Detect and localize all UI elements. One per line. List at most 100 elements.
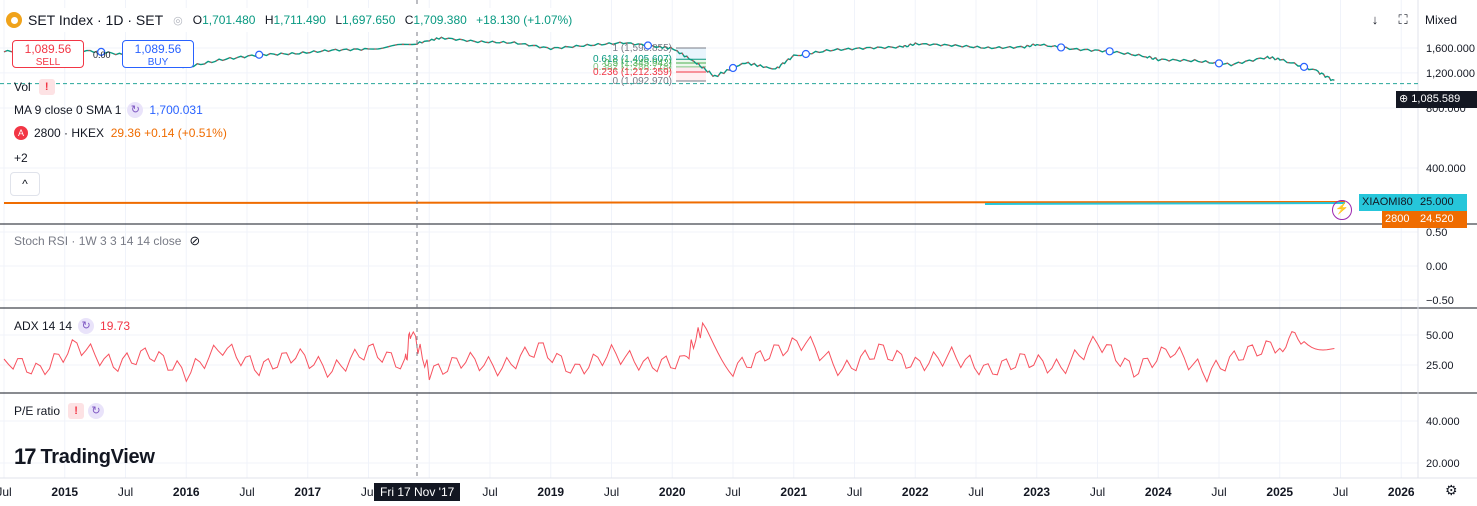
xiaomi-label-tag: XIAOMI80: [1359, 194, 1417, 211]
warning-icon[interactable]: !: [68, 403, 85, 419]
time-tick-label: 2015: [51, 485, 78, 499]
compare-series: [3, 201, 1346, 205]
time-tick-label: 2017: [294, 485, 321, 499]
spread-value: 0.00: [93, 50, 111, 60]
gear-icon[interactable]: ⚙: [1445, 482, 1458, 498]
time-tick-label: Jul: [361, 485, 376, 499]
ma-marker: [255, 50, 264, 59]
time-tick-label: 2022: [902, 485, 929, 499]
price-line-up: [3, 36, 1335, 82]
stoch-tick-label: 0.00: [1426, 261, 1447, 273]
scale-mode-button[interactable]: Mixed: [1425, 13, 1458, 27]
ma-marker: [1056, 43, 1066, 52]
volume-legend[interactable]: Vol!: [14, 79, 55, 95]
fib-zone: [676, 66, 706, 73]
refresh-icon[interactable]: ↻: [88, 403, 105, 419]
ma-marker: [1105, 47, 1114, 56]
grid-lines: [0, 0, 1418, 478]
price-tick-label: 1,600.000: [1426, 43, 1475, 55]
pane-dividers: [0, 0, 1477, 479]
ma-marker: [728, 63, 738, 73]
time-tick-label: 2023: [1023, 485, 1050, 499]
eye-slash-icon[interactable]: ⊘: [189, 233, 201, 248]
time-axis: Jul2015Jul2016Jul2017Jul2018Jul2019Jul20…: [0, 485, 1415, 499]
fib-zone: [676, 72, 706, 81]
price-axes: 1,600.0001,200.000800.000400.0000.500.00…: [1426, 43, 1475, 470]
time-tick-label: 2016: [173, 485, 200, 499]
adx-series: [3, 321, 1335, 384]
time-tick-label: 2019: [537, 485, 564, 499]
ma-marker: [97, 47, 106, 56]
time-tick-label: Jul: [968, 485, 983, 499]
fib-level-label: 0.618 (1,405.607): [593, 54, 672, 65]
time-tick-label: 2020: [659, 485, 686, 499]
hk-value-tag: 24.520: [1417, 211, 1467, 228]
price-tick-label: 1,200.000: [1426, 68, 1475, 80]
compare-badge: A: [14, 126, 28, 140]
compare-legend[interactable]: A 2800 · HKEX 29.36 +0.14 (+0.51%): [14, 126, 227, 140]
time-tick-label: Jul: [118, 485, 133, 499]
pe-tick-label: 40.000: [1426, 416, 1460, 428]
buy-button[interactable]: 1,089.56 BUY: [122, 40, 194, 68]
fib-level-label: 0.382 (1,286.718): [593, 62, 672, 73]
fib-zone: [676, 48, 706, 60]
eye-slash-icon[interactable]: ◎: [173, 14, 183, 27]
tradingview-logo-icon: 17: [14, 444, 37, 469]
stoch-rsi-legend[interactable]: Stoch RSI · 1W 3 3 14 14 close ⊘: [14, 233, 201, 248]
stoch-tick-label: 0.50: [1426, 227, 1447, 239]
refresh-icon[interactable]: ↻: [78, 318, 95, 334]
time-tick-label: 2026: [1388, 485, 1415, 499]
pe-ratio-legend[interactable]: P/E ratio ! ↻: [14, 403, 110, 419]
collapse-legend-button[interactable]: ^: [10, 172, 40, 196]
fib-zone: [676, 59, 706, 63]
ohlc-values: O1,701.480 H1,711.490 L1,697.650 C1,709.…: [192, 13, 573, 27]
more-indicators[interactable]: +2: [14, 151, 28, 165]
price-series: [0, 36, 1418, 85]
ma-marker: [1299, 62, 1309, 71]
time-tick-label: Jul: [1333, 485, 1348, 499]
fib-level-label: 0.236 (1,212.359): [593, 67, 672, 78]
fib-level-label: 0.5 (1,345.942): [604, 58, 672, 69]
tradingview-logo[interactable]: 17 TradingView: [14, 444, 155, 469]
time-tick-label: Jul: [1211, 485, 1226, 499]
symbol-title[interactable]: SET Index · 1D · SET: [28, 12, 164, 28]
sell-button[interactable]: 1,089.56 SELL: [12, 40, 84, 68]
time-tick-label: 2024: [1145, 485, 1172, 499]
price-tick-label: 400.000: [1426, 163, 1466, 175]
adx-line: [3, 321, 1335, 384]
last-price-tag: ⊕ 1,085.589: [1396, 91, 1477, 108]
stoch-tick-label: −0.50: [1426, 295, 1454, 307]
ma-marker: [643, 41, 653, 50]
ma-marker: [1214, 59, 1224, 68]
arrow-down-icon[interactable]: ↓: [1371, 12, 1379, 27]
warning-icon[interactable]: !: [38, 79, 55, 95]
time-tick-label: Jul: [1090, 485, 1105, 499]
plus-circle-icon[interactable]: ⊕: [1399, 93, 1409, 105]
fibonacci-retracement: 1 (1,598.855)0.618 (1,405.607)0.5 (1,345…: [593, 43, 706, 87]
time-tick-label: Jul: [239, 485, 254, 499]
fib-level-label: 0 (1,092.970): [613, 76, 673, 87]
lightning-icon[interactable]: ⚡: [1332, 200, 1352, 220]
time-tick-label: Jul: [482, 485, 497, 499]
set-logo-icon: [6, 12, 22, 28]
time-tick-label: Jul: [725, 485, 740, 499]
compare-line-xiaomi: [984, 202, 1346, 205]
time-tick-label: Jul: [0, 485, 12, 499]
time-tick-label: Jul: [847, 485, 862, 499]
adx-tick-label: 50.00: [1426, 330, 1454, 342]
compare-line-2800: [3, 201, 1346, 204]
time-tick-label: 2021: [780, 485, 807, 499]
adx-tick-label: 25.00: [1426, 360, 1454, 372]
fib-zone: [676, 62, 706, 67]
adx-legend[interactable]: ADX 14 14 ↻ 19.73: [14, 318, 131, 334]
refresh-icon[interactable]: ↻: [127, 102, 144, 118]
pe-tick-label: 20.000: [1426, 458, 1460, 470]
time-tick-label: Jul: [604, 485, 619, 499]
fib-level-label: 1 (1,598.855): [613, 43, 673, 54]
ma-legend[interactable]: MA 9 close 0 SMA 1 ↻ 1,700.031: [14, 102, 203, 118]
ma-marker: [801, 49, 811, 59]
crosshair-time-label: Fri 17 Nov '17: [374, 483, 461, 501]
hk-label-tag: 2800: [1382, 211, 1417, 228]
fullscreen-icon[interactable]: ⛶: [1398, 12, 1408, 27]
